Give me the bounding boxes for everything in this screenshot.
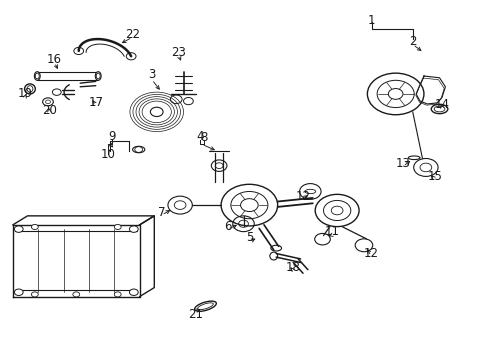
Text: 22: 22	[124, 28, 140, 41]
Circle shape	[114, 292, 121, 297]
Text: 3: 3	[148, 68, 155, 81]
Text: 9: 9	[108, 130, 115, 144]
Circle shape	[31, 225, 38, 229]
Ellipse shape	[34, 72, 40, 80]
Text: 4: 4	[196, 130, 203, 144]
Ellipse shape	[95, 72, 101, 80]
Text: 12: 12	[295, 190, 310, 203]
Text: 8: 8	[200, 131, 207, 144]
Text: 12: 12	[363, 247, 378, 260]
Text: 23: 23	[171, 46, 186, 59]
Text: 19: 19	[18, 87, 33, 100]
Text: 21: 21	[188, 308, 203, 321]
Circle shape	[14, 289, 23, 296]
Text: 20: 20	[42, 104, 57, 117]
Text: 11: 11	[324, 225, 339, 238]
Text: 1: 1	[367, 14, 374, 27]
Circle shape	[31, 292, 38, 297]
Circle shape	[211, 160, 226, 171]
Text: 2: 2	[408, 35, 416, 49]
Circle shape	[73, 292, 80, 297]
Text: 13: 13	[395, 157, 409, 170]
Circle shape	[129, 226, 138, 232]
Circle shape	[14, 226, 23, 232]
Text: 7: 7	[158, 206, 165, 219]
Text: 16: 16	[47, 53, 61, 66]
Bar	[37, 72, 98, 80]
Text: 5: 5	[245, 231, 253, 244]
Text: 15: 15	[427, 170, 441, 183]
Text: 14: 14	[434, 98, 448, 111]
Circle shape	[114, 225, 121, 229]
Text: 10: 10	[101, 148, 115, 161]
Text: 18: 18	[285, 261, 300, 274]
Circle shape	[129, 289, 138, 296]
Text: 6: 6	[223, 220, 231, 233]
Text: 17: 17	[88, 96, 103, 109]
